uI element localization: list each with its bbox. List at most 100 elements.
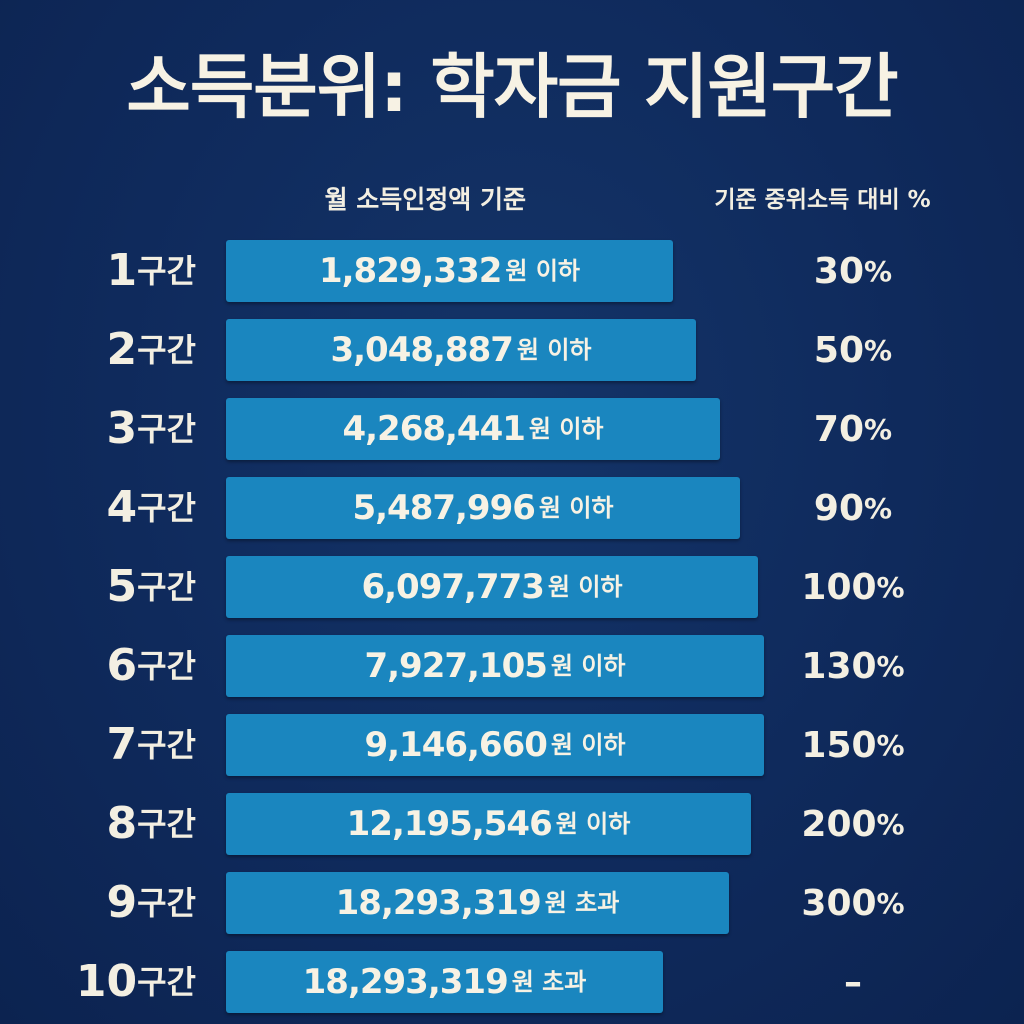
income-bar [226, 556, 758, 618]
income-condition: 원 이하 [505, 257, 581, 285]
row-label: 8 구간 [70, 793, 196, 855]
row-unit: 구간 [137, 726, 196, 764]
row-unit: 구간 [137, 252, 196, 290]
income-bar [226, 872, 729, 934]
row-label: 10 구간 [70, 951, 196, 1013]
ratio-percent-sign: % [876, 570, 905, 604]
income-amount: 12,195,546 [346, 804, 553, 844]
chart-row: 2 구간 3,048,887 원 이하 50% [0, 319, 1024, 381]
ratio-column-header: 기준 중위소득 대비 % [714, 187, 931, 213]
income-condition: 원 이하 [547, 573, 623, 601]
ratio-number: 100 [801, 566, 877, 608]
chart-row: 10 구간 18,293,319 원 초과 – [0, 951, 1024, 1013]
row-label: 4 구간 [70, 477, 196, 539]
row-number: 5 [106, 561, 138, 612]
income-bar [226, 951, 663, 1013]
income-condition: 원 이하 [528, 415, 604, 443]
ratio-value: 100% [753, 556, 953, 618]
chart-row: 8 구간 12,195,546 원 이하 200% [0, 793, 1024, 855]
row-number: 6 [106, 640, 138, 691]
ratio-value: 130% [753, 635, 953, 697]
income-amount: 1,829,332 [318, 251, 502, 291]
row-number: 2 [106, 324, 138, 375]
bar-data-label: 7,927,105 원 이하 [226, 635, 764, 697]
income-bar [226, 793, 751, 855]
row-unit: 구간 [137, 647, 196, 685]
row-number: 9 [106, 877, 138, 928]
ratio-percent-sign: % [864, 412, 893, 446]
income-condition: 원 초과 [511, 968, 587, 996]
chart-row: 5 구간 6,097,773 원 이하 100% [0, 556, 1024, 618]
ratio-number: 90 [813, 487, 865, 529]
ratio-number: 150 [801, 724, 877, 766]
income-condition: 원 이하 [555, 810, 631, 838]
ratio-number: 200 [801, 803, 877, 845]
ratio-percent-sign: % [864, 491, 893, 525]
chart-row: 1 구간 1,829,332 원 이하 30% [0, 240, 1024, 302]
income-amount: 7,927,105 [364, 646, 547, 686]
row-number: 1 [106, 245, 138, 296]
row-unit: 구간 [137, 331, 196, 369]
ratio-percent-sign: % [864, 254, 893, 288]
bar-data-label: 1,829,332 원 이하 [226, 240, 673, 302]
row-label: 6 구간 [70, 635, 196, 697]
row-number: 10 [75, 956, 138, 1007]
bar-data-label: 18,293,319 원 초과 [226, 951, 663, 1013]
row-label: 3 구간 [70, 398, 196, 460]
bar-data-label: 12,195,546 원 이하 [226, 793, 751, 855]
income-condition: 원 이하 [550, 731, 626, 759]
row-unit: 구간 [137, 489, 196, 527]
income-condition: 원 초과 [544, 889, 620, 917]
row-number: 7 [106, 719, 138, 770]
row-label: 5 구간 [70, 556, 196, 618]
income-bar [226, 319, 696, 381]
chart-row: 4 구간 5,487,996 원 이하 90% [0, 477, 1024, 539]
chart-row: 6 구간 7,927,105 원 이하 130% [0, 635, 1024, 697]
row-unit: 구간 [137, 410, 196, 448]
income-amount: 9,146,660 [364, 725, 547, 765]
ratio-number: – [844, 961, 862, 1003]
ratio-percent-sign: % [876, 807, 905, 841]
ratio-value: – [753, 951, 953, 1013]
bar-data-label: 5,487,996 원 이하 [226, 477, 740, 539]
row-number: 4 [106, 482, 138, 533]
income-condition: 원 이하 [516, 336, 592, 364]
bar-data-label: 9,146,660 원 이하 [226, 714, 764, 776]
chart-title: 소득분위: 학자금 지원구간 [126, 46, 898, 128]
ratio-value: 200% [753, 793, 953, 855]
ratio-number: 30 [813, 250, 865, 292]
income-condition: 원 이하 [538, 494, 614, 522]
bar-data-label: 18,293,319 원 초과 [226, 872, 729, 934]
income-column-header: 월 소득인정액 기준 [324, 185, 526, 214]
income-amount: 18,293,319 [302, 962, 509, 1002]
bar-data-label: 4,268,441 원 이하 [226, 398, 720, 460]
income-bar [226, 635, 764, 697]
ratio-value: 150% [753, 714, 953, 776]
chart-row: 9 구간 18,293,319 원 초과 300% [0, 872, 1024, 934]
row-label: 1 구간 [70, 240, 196, 302]
income-amount: 4,268,441 [342, 409, 525, 449]
income-condition: 원 이하 [550, 652, 626, 680]
ratio-percent-sign: % [876, 649, 905, 683]
ratio-number: 70 [813, 408, 865, 450]
income-amount: 6,097,773 [361, 567, 544, 607]
row-unit: 구간 [137, 884, 196, 922]
income-bar [226, 240, 673, 302]
ratio-percent-sign: % [876, 886, 905, 920]
row-label: 2 구간 [70, 319, 196, 381]
income-amount: 3,048,887 [330, 330, 513, 370]
ratio-value: 70% [753, 398, 953, 460]
ratio-percent-sign: % [864, 333, 893, 367]
row-unit: 구간 [137, 963, 196, 1001]
chart-row: 7 구간 9,146,660 원 이하 150% [0, 714, 1024, 776]
ratio-value: 90% [753, 477, 953, 539]
income-bar [226, 398, 720, 460]
chart-row: 3 구간 4,268,441 원 이하 70% [0, 398, 1024, 460]
income-bar [226, 714, 764, 776]
row-unit: 구간 [137, 805, 196, 843]
income-bar [226, 477, 740, 539]
row-label: 7 구간 [70, 714, 196, 776]
ratio-value: 50% [753, 319, 953, 381]
ratio-value: 30% [753, 240, 953, 302]
row-unit: 구간 [137, 568, 196, 606]
